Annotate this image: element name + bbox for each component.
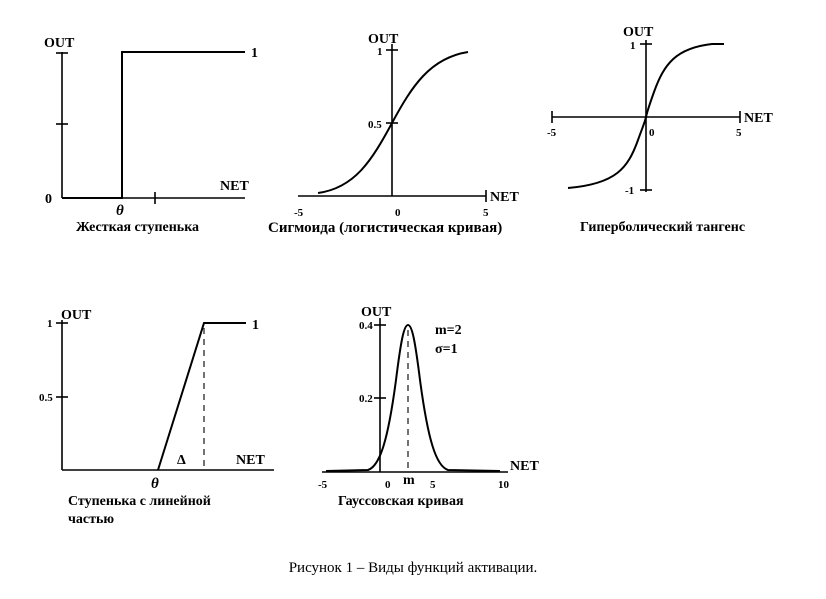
figure-caption: Рисунок 1 – Виды функций активации. (288, 560, 538, 576)
linear-step-panel: OUT NET 1 0.5 1 Δ θ Ступенька с линейной… (39, 308, 274, 527)
tanh-net-label: NET (744, 111, 773, 126)
sigmoid-y-label-05: 0.5 (368, 119, 382, 131)
tanh-y-label-neg1: -1 (625, 185, 634, 197)
gauss-y-label-04: 0.4 (359, 320, 373, 332)
gauss-x-label-10: 10 (498, 479, 510, 491)
gauss-curve (325, 323, 501, 472)
gauss-x-label-neg5: -5 (318, 479, 328, 491)
gauss-param-m: m=2 (435, 323, 462, 338)
tanh-out-label: OUT (623, 25, 654, 40)
step-theta-label: θ (116, 203, 124, 219)
linear-one-label: 1 (252, 318, 259, 333)
step-caption: Жесткая ступенька (76, 220, 199, 235)
linear-caption-line2: частью (68, 512, 114, 527)
tanh-x-label-neg5: -5 (547, 127, 557, 139)
step-net-label: NET (220, 179, 249, 194)
gauss-param-sigma: σ=1 (435, 342, 458, 357)
tanh-panel: OUT NET 1 -1 -5 0 5 Гиперболический танг… (547, 25, 773, 235)
gauss-x-label-0: 0 (385, 479, 391, 491)
tanh-x-label-5: 5 (736, 127, 742, 139)
gauss-m-label: m (403, 473, 415, 488)
step-function-panel: OUT NET 0 1 θ Жесткая ступенька (44, 36, 258, 235)
sigmoid-x-label-neg5: -5 (294, 207, 304, 219)
sigmoid-y-label-1: 1 (377, 46, 383, 58)
linear-out-label: OUT (61, 308, 92, 323)
gauss-net-label: NET (510, 459, 539, 474)
sigmoid-net-label: NET (490, 190, 519, 205)
gauss-caption: Гауссовская кривая (338, 494, 464, 509)
tanh-y-label-1: 1 (630, 40, 636, 52)
tanh-x-label-0: 0 (649, 127, 655, 139)
step-curve (62, 51, 245, 199)
sigmoid-curve (317, 51, 469, 194)
linear-curve (157, 322, 246, 471)
sigmoid-x-label-0: 0 (395, 207, 401, 219)
linear-y-label-05: 0.5 (39, 392, 53, 404)
sigmoid-out-label: OUT (368, 32, 399, 47)
gauss-x-label-5: 5 (430, 479, 436, 491)
sigmoid-x-label-5: 5 (483, 207, 489, 219)
linear-delta-label: Δ (177, 453, 186, 468)
linear-caption-line1: Ступенька с линейной (68, 494, 211, 509)
gaussian-panel: OUT NET 0.4 0.2 -5 0 5 10 m m=2 σ=1 Гаус… (318, 305, 539, 509)
tanh-curve (567, 43, 724, 189)
tanh-caption: Гиперболический тангенс (580, 220, 745, 235)
linear-net-label: NET (236, 453, 265, 468)
sigmoid-caption: Сигмоида (логистическая кривая) (268, 220, 502, 236)
gauss-out-label: OUT (361, 305, 392, 320)
step-zero-label: 0 (45, 192, 52, 207)
step-one-label: 1 (251, 46, 258, 61)
gauss-y-label-02: 0.2 (359, 393, 373, 405)
linear-theta-label: θ (151, 476, 159, 492)
sigmoid-panel: OUT NET 1 0.5 -5 0 5 Сигмоида (логистиче… (268, 32, 519, 236)
step-out-label: OUT (44, 36, 75, 51)
linear-y-label-1: 1 (47, 318, 53, 330)
